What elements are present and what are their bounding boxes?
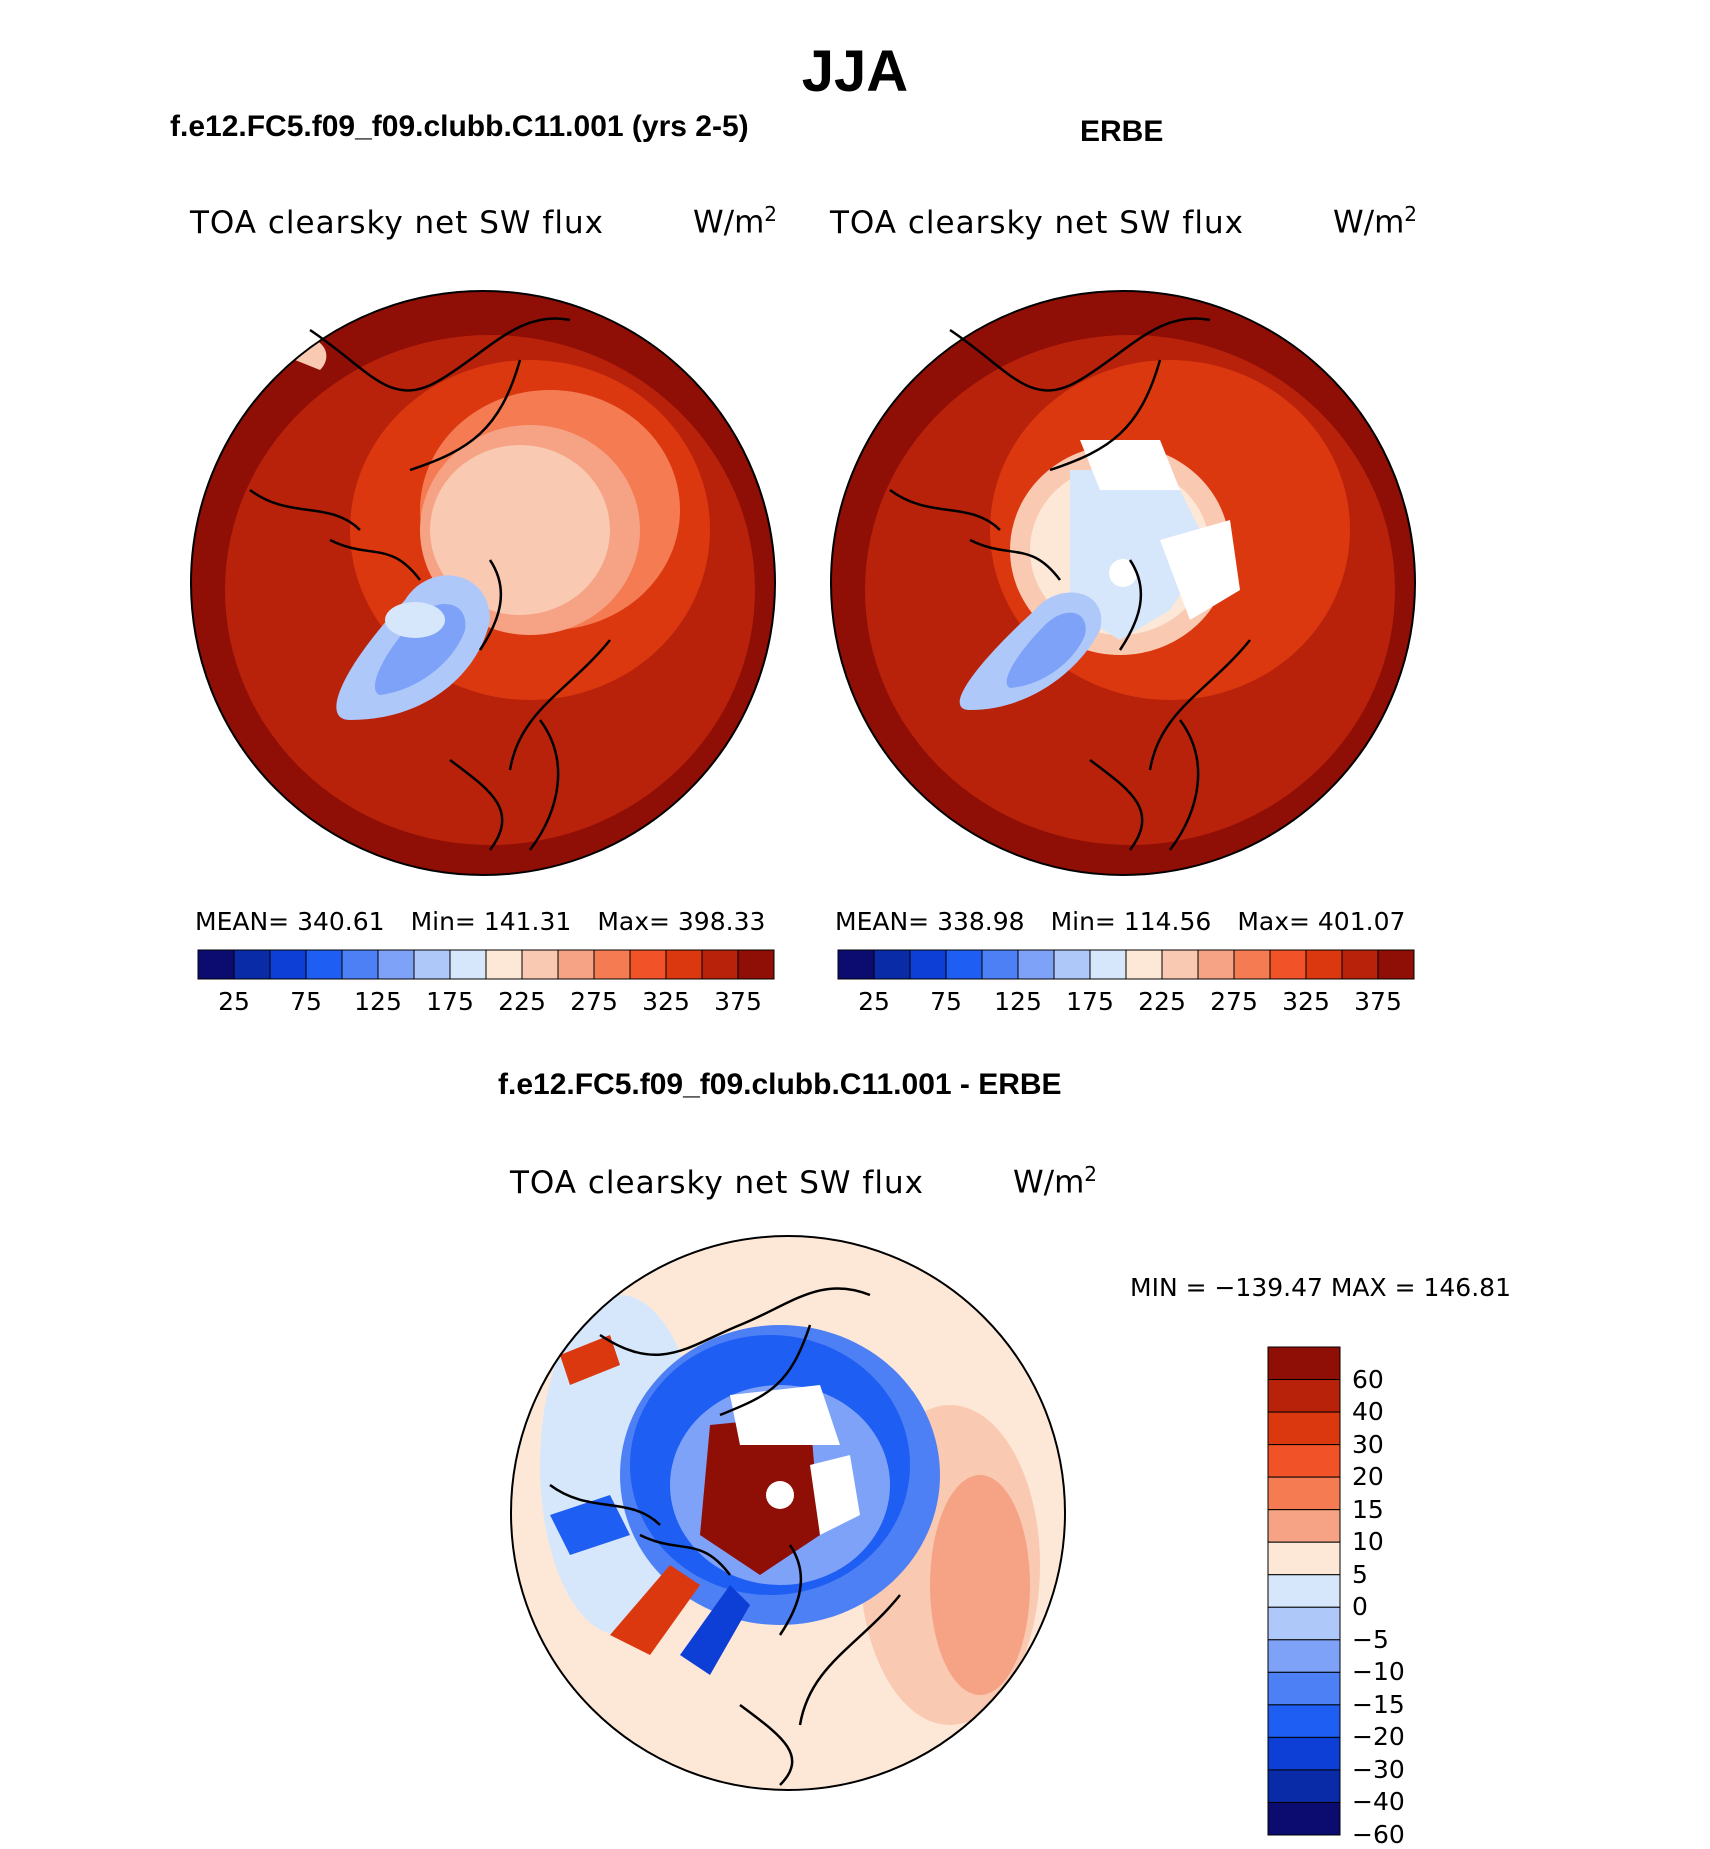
obs-colorbar-tick-label: 275	[1210, 987, 1258, 1016]
model-colorbar-tick-label: 175	[426, 987, 474, 1016]
obs-colorbar-swatch	[1197, 949, 1235, 980]
diff-colorbar-swatch	[1267, 1346, 1341, 1381]
obs-colorbar-tick-label: 225	[1138, 987, 1186, 1016]
model-colorbar-tick-label: 225	[498, 987, 546, 1016]
diff-colorbar-swatch	[1267, 1639, 1341, 1673]
obs-colorbar-swatch	[1053, 949, 1091, 980]
obs-variable-label: TOA clearsky net SW flux	[830, 205, 1244, 241]
model-colorbar-tick-label: 275	[570, 987, 618, 1016]
model-units-label: W/m2	[693, 202, 778, 241]
model-colorbar-swatch	[305, 949, 343, 980]
diff-colorbar-swatch	[1267, 1769, 1341, 1803]
obs-colorbar-swatch	[909, 949, 947, 980]
model-colorbar-swatch	[233, 949, 271, 980]
model-colorbar-swatch	[701, 949, 739, 980]
model-colorbar-swatch	[197, 949, 235, 980]
model-colorbar-swatch	[737, 949, 775, 980]
obs-colorbar-swatch	[837, 949, 875, 980]
model-colorbar-swatch	[593, 949, 631, 980]
model-colorbar-swatch	[449, 949, 487, 980]
diff-colorbar-tick-label: 10	[1352, 1527, 1384, 1557]
obs-colorbar-swatch	[1377, 949, 1415, 980]
model-colorbar-swatch	[413, 949, 451, 980]
obs-colorbar-swatch	[981, 949, 1019, 980]
model-colorbar-tick-label: 25	[218, 987, 250, 1016]
diff-colorbar-swatch	[1267, 1574, 1341, 1608]
diff-colorbar-tick-label: 5	[1352, 1559, 1368, 1589]
diff-colorbar-swatch	[1267, 1736, 1341, 1771]
obs-colorbar-swatch	[1125, 949, 1163, 980]
obs-colorbar-swatch	[1269, 949, 1307, 980]
diff-colorbar-tick-label: 40	[1352, 1397, 1384, 1427]
diff-variable-label: TOA clearsky net SW flux	[510, 1165, 924, 1201]
model-colorbar-swatch	[485, 949, 523, 980]
diff-colorbar-tick-label: 0	[1352, 1592, 1368, 1622]
model-colorbar	[197, 949, 775, 980]
model-colorbar-swatch	[377, 949, 415, 980]
obs-units-label: W/m2	[1333, 202, 1418, 241]
diff-colorbar-tick-label: −20	[1352, 1722, 1405, 1752]
diff-colorbar-tick-label: 60	[1352, 1364, 1384, 1394]
diff-colorbar-swatch	[1267, 1541, 1341, 1576]
diff-colorbar-tick-label: −10	[1352, 1657, 1405, 1687]
model-colorbar-swatch	[269, 949, 307, 980]
model-colorbar-tick-label: 325	[642, 987, 690, 1016]
obs-colorbar-swatch	[1233, 949, 1271, 980]
model-colorbar-swatch	[665, 949, 703, 980]
diff-colorbar-tick-label: −30	[1352, 1754, 1405, 1784]
diff-colorbar-swatch	[1267, 1476, 1341, 1511]
obs-colorbar-tick-label: 125	[994, 987, 1042, 1016]
obs-colorbar-swatch	[1341, 949, 1379, 980]
model-colorbar-swatch	[557, 949, 595, 980]
diff-colorbar	[1267, 1346, 1341, 1836]
diff-minmax: MIN = −139.47 MAX = 146.81	[1130, 1273, 1511, 1302]
model-colorbar-swatch	[521, 949, 559, 980]
obs-colorbar-tick-label: 375	[1354, 987, 1402, 1016]
obs-colorbar-tick-label: 75	[930, 987, 962, 1016]
model-stats: MEAN= 340.61 Min= 141.31 Max= 398.33	[195, 907, 766, 936]
model-variable-label: TOA clearsky net SW flux	[190, 205, 604, 241]
obs-stats: MEAN= 338.98 Min= 114.56 Max= 401.07	[835, 907, 1406, 936]
diff-case-title: f.e12.FC5.f09_f09.clubb.C11.001 - ERBE	[498, 1068, 1062, 1101]
diff-colorbar-swatch	[1267, 1606, 1341, 1641]
diff-polar-map	[510, 1235, 1066, 1791]
diff-colorbar-swatch	[1267, 1411, 1341, 1446]
diff-colorbar-tick-label: −40	[1352, 1787, 1405, 1817]
diff-colorbar-swatch	[1267, 1801, 1341, 1836]
obs-colorbar-tick-label: 25	[858, 987, 890, 1016]
diff-colorbar-tick-label: 15	[1352, 1494, 1384, 1524]
obs-polar-map	[830, 290, 1416, 876]
diff-colorbar-tick-label: 20	[1352, 1462, 1384, 1492]
model-colorbar-tick-label: 75	[290, 987, 322, 1016]
diff-colorbar-tick-label: −15	[1352, 1689, 1405, 1719]
obs-case-title: ERBE	[1080, 115, 1164, 148]
obs-colorbar-swatch	[1305, 949, 1343, 980]
diff-colorbar-swatch	[1267, 1444, 1341, 1478]
model-polar-map	[190, 290, 776, 876]
diff-units-label: W/m2	[1013, 1162, 1098, 1201]
obs-colorbar-swatch	[1089, 949, 1127, 980]
model-colorbar-swatch	[341, 949, 379, 980]
diff-colorbar-tick-label: −5	[1352, 1624, 1389, 1654]
obs-colorbar-tick-label: 325	[1282, 987, 1330, 1016]
diff-colorbar-swatch	[1267, 1509, 1341, 1543]
diff-colorbar-tick-label: 30	[1352, 1429, 1384, 1459]
model-colorbar-swatch	[629, 949, 667, 980]
model-colorbar-tick-label: 125	[354, 987, 402, 1016]
model-case-title: f.e12.FC5.f09_f09.clubb.C11.001 (yrs 2-5…	[170, 110, 749, 143]
season-title: JJA	[801, 39, 909, 104]
obs-colorbar-swatch	[1017, 949, 1055, 980]
obs-colorbar-tick-label: 175	[1066, 987, 1114, 1016]
diff-colorbar-swatch	[1267, 1704, 1341, 1738]
obs-colorbar-swatch	[873, 949, 911, 980]
obs-colorbar-swatch	[945, 949, 983, 980]
diff-colorbar-swatch	[1267, 1379, 1341, 1413]
diff-colorbar-tick-label: −60	[1352, 1820, 1405, 1849]
obs-colorbar	[837, 949, 1415, 980]
diff-colorbar-swatch	[1267, 1671, 1341, 1706]
model-colorbar-tick-label: 375	[714, 987, 762, 1016]
obs-colorbar-swatch	[1161, 949, 1199, 980]
